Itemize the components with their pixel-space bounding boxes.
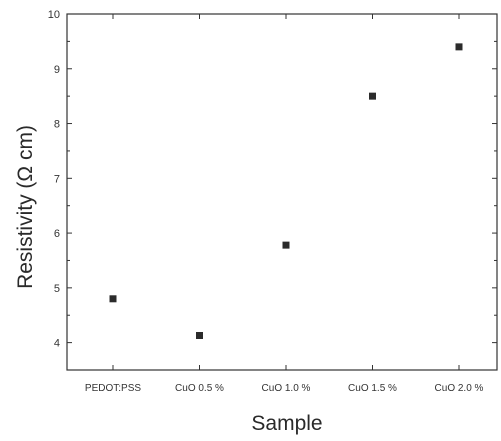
x-tick-label: CuO 1.0 % bbox=[262, 383, 311, 394]
x-axis-ticks: PEDOT:PSS CuO 0.5 % CuO 1.0 % CuO 1.5 % CuO … bbox=[85, 14, 484, 394]
data-points bbox=[109, 43, 463, 339]
x-tick-label: PEDOT:PSS bbox=[85, 383, 141, 394]
y-tick-label: 6 bbox=[54, 228, 60, 240]
x-axis-title: Sample bbox=[251, 412, 322, 435]
data-point bbox=[455, 43, 463, 51]
x-tick-label: CuO 0.5 % bbox=[175, 383, 224, 394]
x-tick-label: CuO 2.0 % bbox=[435, 383, 484, 394]
y-axis-title: Resistivity (Ω cm) bbox=[14, 125, 37, 289]
y-tick-label: 7 bbox=[54, 173, 60, 185]
y-tick-label: 9 bbox=[54, 64, 60, 76]
x-tick-label: CuO 1.5 % bbox=[348, 383, 397, 394]
data-point bbox=[369, 92, 376, 100]
y-tick-label: 4 bbox=[54, 338, 60, 350]
data-point bbox=[196, 331, 203, 339]
data-point bbox=[282, 241, 290, 249]
plot-frame bbox=[66, 13, 498, 371]
y-tick-label: 8 bbox=[54, 119, 60, 131]
y-axis-ticks: 4 5 6 7 8 9 10 bbox=[48, 9, 497, 371]
y-tick-label: 10 bbox=[48, 9, 60, 21]
y-tick-label: 5 bbox=[54, 283, 60, 295]
data-point bbox=[109, 295, 117, 303]
